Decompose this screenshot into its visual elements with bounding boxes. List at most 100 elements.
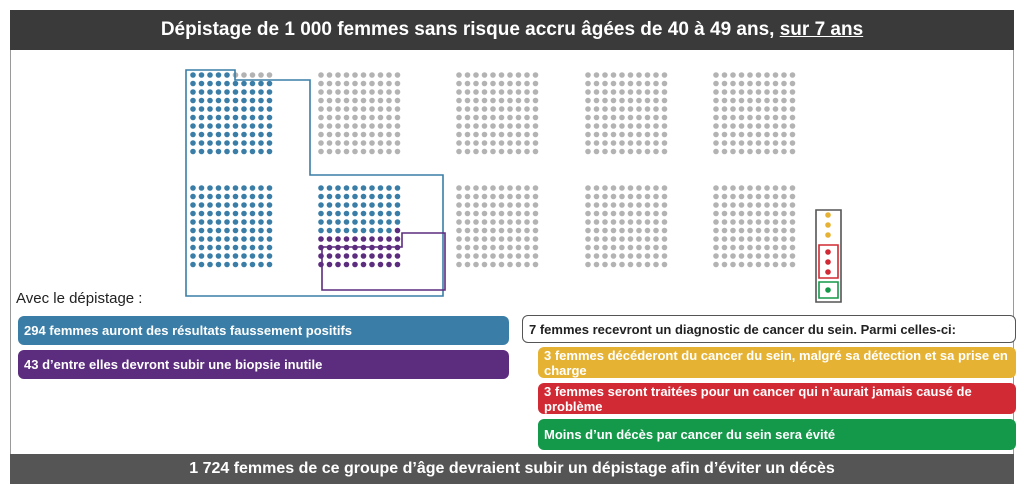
false-positive-dot [360,210,367,217]
person-dot [772,131,779,138]
diagram-frame [10,50,1014,454]
person-dot [524,236,530,242]
person-dot [507,89,513,95]
false-positive-dot [241,185,247,191]
person-dot [721,106,728,112]
person-dot [661,210,668,217]
false-positive-dot [207,89,213,95]
biopsy-dot [352,236,358,242]
false-positive-dot [215,227,222,234]
person-dot [481,244,488,251]
person-dot [627,140,634,146]
person-dot [335,89,341,95]
person-dot [473,72,479,78]
person-dot [713,261,719,268]
person-dot [498,253,505,259]
false-positive-dot [377,193,384,200]
false-positive-dot [266,261,273,268]
person-dot [481,97,488,104]
false-positive-dot [335,202,341,208]
person-dot [386,72,392,78]
false-positive-dot [249,114,256,121]
person-dot [644,253,651,259]
person-dot [602,72,608,78]
person-dot [343,89,350,95]
false-positive-dot [232,253,239,259]
false-positive-dot [232,193,239,200]
false-positive-dot [232,80,239,87]
person-dot [524,80,530,87]
false-positive-dot [266,219,273,225]
person-dot [747,80,753,87]
person-dot [747,131,753,138]
person-dot [747,114,753,121]
person-dot [636,148,642,155]
person-dot [473,123,479,129]
person-dot [507,227,513,234]
biopsy-dot [360,253,367,259]
person-dot [721,227,728,234]
person-dot [343,114,350,121]
false-positive-dot [369,185,375,191]
person-dot [490,80,496,87]
person-dot [369,89,375,95]
person-dot [343,140,350,146]
false-positive-dot [394,193,401,200]
person-dot [394,131,401,138]
person-dot [764,244,770,251]
person-dot [755,185,762,191]
person-dot [456,131,462,138]
false-positive-dot [266,185,273,191]
person-dot [593,123,600,129]
person-dot [585,97,591,104]
person-dot [515,244,522,251]
person-dot [721,114,728,121]
person-dot [266,72,273,78]
person-dot [515,72,522,78]
person-dot [515,140,522,146]
person-dot [473,140,479,146]
person-dot [730,193,736,200]
person-dot [644,97,651,104]
person-dot [473,219,479,225]
person-dot [619,89,625,95]
person-dot [524,140,530,146]
false-positive-dot [241,210,247,217]
false-positive-dot [241,261,247,268]
false-positive-dot [207,148,213,155]
false-positive-dot [352,193,358,200]
person-dot [352,140,358,146]
false-positive-dot [241,106,247,112]
person-dot [456,72,462,78]
false-positive-dot [215,131,222,138]
false-positive-dot [318,210,324,217]
person-dot [490,261,496,268]
person-dot [619,219,625,225]
person-dot [713,253,719,259]
person-dot [781,193,787,200]
false-positive-dot [190,193,196,200]
person-dot [644,89,651,95]
page-title: Dépistage de 1 000 femmes sans risque ac… [10,10,1014,50]
false-positive-dot [198,193,205,200]
person-dot [789,210,796,217]
person-dot [764,114,770,121]
false-positive-dot [215,106,222,112]
person-dot [507,72,513,78]
false-positive-dot [249,97,256,104]
false-positive-dot [232,89,239,95]
false-positive-dot [241,123,247,129]
person-dot [481,236,488,242]
person-dot [369,114,375,121]
false-positive-dot [258,219,264,225]
person-dot [781,202,787,208]
person-dot [772,97,779,104]
person-dot [772,236,779,242]
person-dot [738,72,745,78]
person-dot [661,123,668,129]
false-positive-dot [386,227,392,234]
person-dot [653,210,659,217]
overtreated-outline [818,244,839,279]
person-dot [789,72,796,78]
person-dot [644,202,651,208]
